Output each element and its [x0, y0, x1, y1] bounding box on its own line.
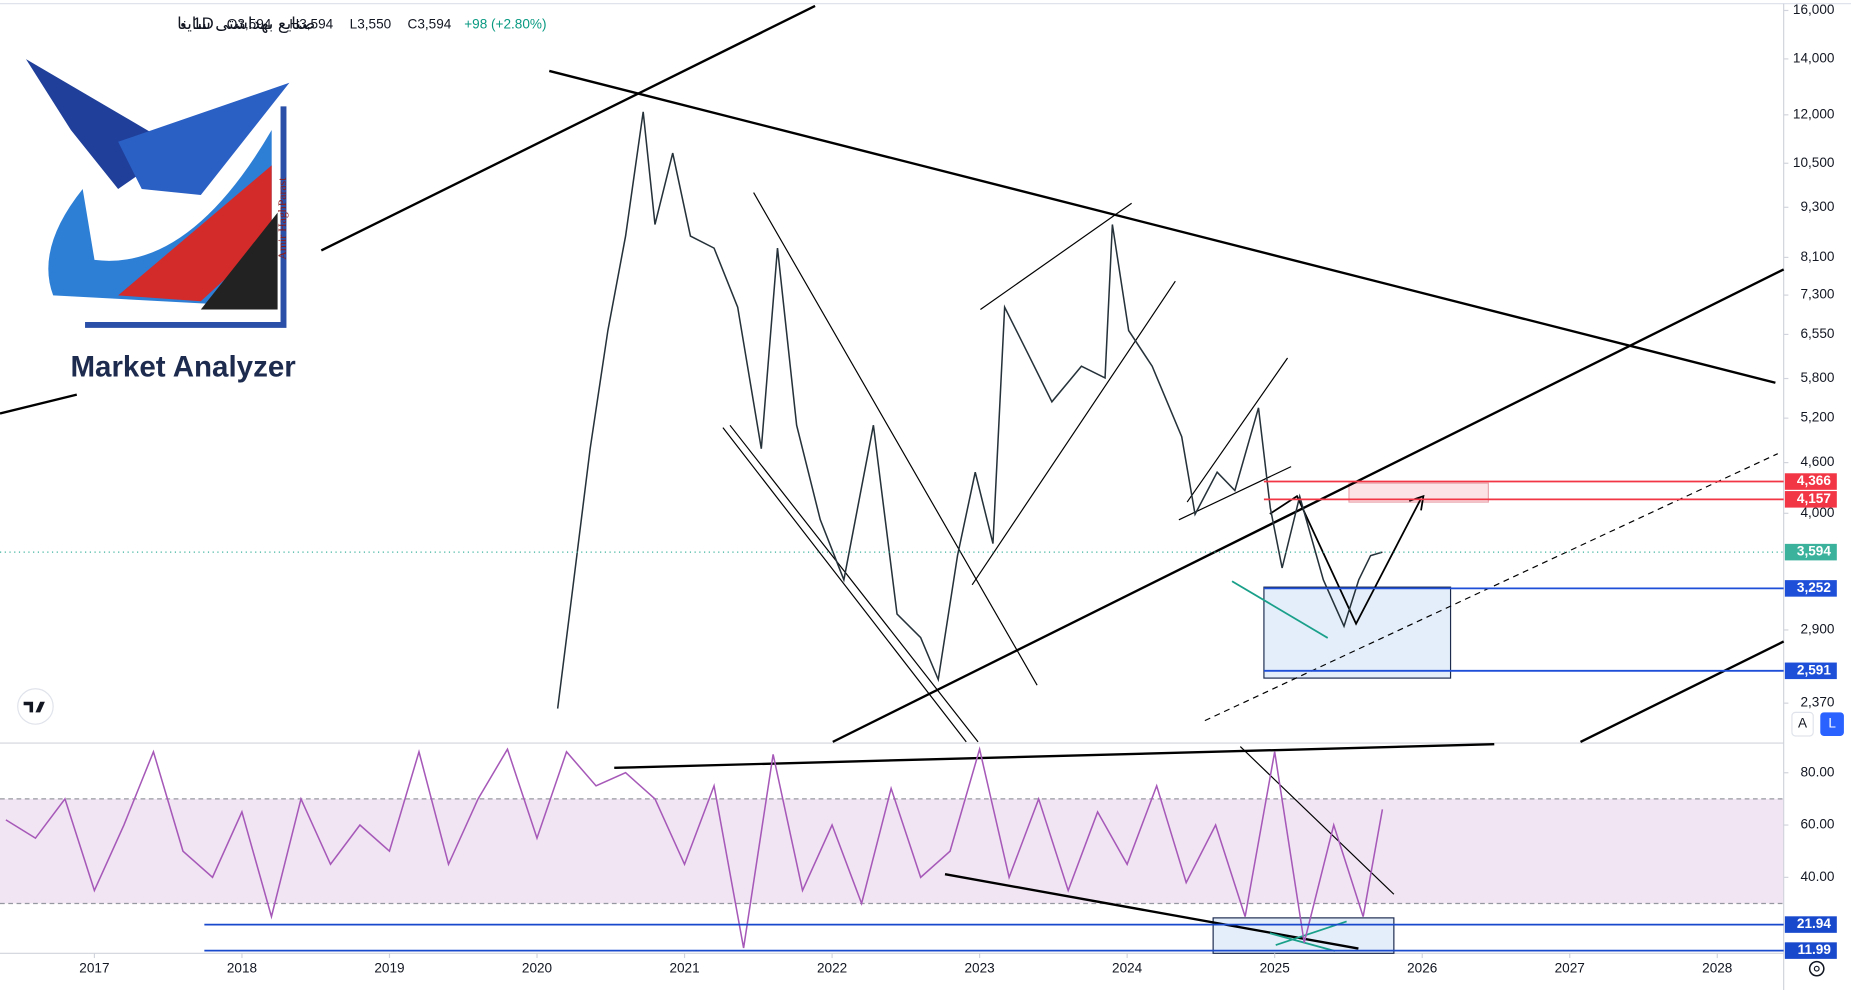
log-scale-button[interactable]	[1820, 712, 1844, 736]
y-tick-label: 60.00	[1800, 817, 1834, 832]
level-label: 3,594	[1797, 544, 1831, 559]
y-tick-label: 2,370	[1800, 695, 1834, 710]
settings-button[interactable]	[1808, 960, 1825, 977]
ohlc-high: H3,594	[289, 16, 333, 31]
level-label: 4,157	[1797, 491, 1831, 506]
x-tick-label: 2025	[1260, 960, 1290, 975]
trend-line	[729, 424, 979, 743]
trend-line	[548, 69, 1776, 384]
trend-line	[971, 280, 1176, 586]
tradingview-badge[interactable]	[17, 688, 54, 725]
y-tick-label: 9,300	[1800, 199, 1834, 214]
logo-author: Amir HaghParast	[275, 177, 289, 260]
level-label-box	[1784, 491, 1837, 508]
projection-path	[1269, 494, 1422, 626]
level-label: 3,252	[1797, 580, 1831, 595]
log-scale-label[interactable]: L	[1828, 716, 1836, 731]
y-tick-label: 40.00	[1800, 869, 1834, 884]
x-tick-label: 2024	[1112, 960, 1143, 975]
trend-line	[320, 4, 816, 252]
auto-scale-label[interactable]: A	[1798, 716, 1808, 731]
trend-line	[944, 873, 1359, 950]
trend-line	[1579, 640, 1785, 743]
x-tick-label: 2022	[817, 960, 847, 975]
x-tick-label: 2027	[1555, 960, 1585, 975]
y-tick-label: 80.00	[1800, 764, 1834, 779]
y-tick-label: 7,300	[1800, 287, 1834, 302]
series-line	[5, 746, 1384, 949]
ohlc-close: C3,594	[408, 16, 452, 31]
trend-line	[980, 202, 1132, 311]
logo-title: Market Analyzer	[70, 350, 296, 383]
plot-layer: 2017 2018 2019 2020 2021 2022 2023 2024 2025 2026…	[0, 2, 1837, 975]
symbol-name: صنایع بهداشتی ساینا	[177, 14, 315, 34]
trend-line	[753, 192, 1038, 686]
price-change: +98 (+2.80%)	[464, 16, 546, 31]
badge-circle[interactable]	[17, 688, 54, 725]
trend-line	[1186, 357, 1289, 503]
y-tick-label: 10,500	[1793, 155, 1835, 170]
x-tick-label: 2023	[965, 960, 995, 975]
zone-box	[1263, 586, 1452, 679]
trend-line	[0, 393, 78, 415]
level-label-box	[1784, 543, 1837, 561]
trend-line	[832, 268, 1785, 743]
x-tick-label: 2017	[79, 960, 109, 975]
trend-line	[1269, 932, 1336, 952]
ohlc-open: O3,594	[227, 16, 272, 31]
y-tick-label: 14,000	[1793, 51, 1835, 66]
interval: 1D	[193, 14, 214, 33]
y-tick-label: 8,100	[1800, 249, 1834, 264]
y-tick-label: 12,000	[1793, 106, 1835, 121]
x-tick-label: 2018	[227, 960, 257, 975]
y-tick-label: 6,550	[1800, 326, 1834, 341]
settings-icon	[1813, 965, 1820, 972]
level-label: 4,366	[1797, 473, 1831, 488]
level-label-box	[1784, 662, 1837, 680]
y-tick-label: 4,000	[1800, 505, 1834, 520]
logo-stripe	[200, 212, 278, 310]
trend-line	[1231, 580, 1329, 639]
header: صنایع بهداشتی ساینا 1D O3,594 H3,594 L3,…	[177, 14, 546, 34]
logo-wing	[118, 82, 290, 195]
x-tick-label: 2021	[669, 960, 699, 975]
level-label-box	[1784, 473, 1837, 490]
y-tick-label: 2,900	[1800, 622, 1834, 637]
series-line	[556, 111, 1383, 709]
level-label-box	[1784, 942, 1837, 959]
x-tick-label: 2026	[1407, 960, 1437, 975]
level-label-box	[1784, 580, 1837, 597]
level-label: 2,591	[1797, 662, 1831, 677]
separator-dot	[181, 22, 185, 27]
level-label: 11.99	[1798, 942, 1832, 957]
badge-icon	[23, 701, 45, 713]
logo-frame	[85, 106, 287, 328]
y-tick-label: 16,000	[1793, 2, 1835, 17]
x-tick-label: 2020	[522, 960, 553, 975]
logo-stripe	[118, 165, 272, 302]
rsi-band	[0, 798, 1784, 904]
trend-line	[1204, 453, 1779, 722]
ohlc-low: L3,550	[350, 16, 392, 31]
level-label-box	[1784, 916, 1837, 933]
rsi-band-layer	[0, 798, 1784, 905]
logo: Market Analyzer Amir HaghParast	[21, 47, 317, 390]
y-tick-label: 4,600	[1800, 454, 1834, 469]
x-tick-label: 2019	[374, 960, 404, 975]
y-tick-label: 5,800	[1800, 370, 1834, 385]
x-tick-label: 2028	[1702, 960, 1732, 975]
trend-line	[614, 743, 1495, 770]
y-tick-label: 5,200	[1800, 410, 1834, 425]
trend-line	[1239, 746, 1395, 895]
level-label: 21.94	[1797, 916, 1831, 931]
trend-line	[722, 427, 967, 743]
auto-scale-button[interactable]	[1791, 711, 1814, 737]
